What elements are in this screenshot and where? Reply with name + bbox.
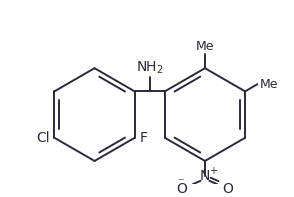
- Text: +: +: [209, 166, 217, 176]
- Text: O: O: [223, 182, 233, 196]
- Text: N: N: [200, 169, 210, 183]
- Text: Me: Me: [196, 40, 214, 53]
- Text: F: F: [139, 131, 147, 145]
- Text: O: O: [176, 182, 187, 196]
- Text: Me: Me: [260, 78, 278, 91]
- Text: ⁻: ⁻: [177, 177, 184, 190]
- Text: NH$_2$: NH$_2$: [136, 59, 163, 76]
- Text: Cl: Cl: [36, 131, 50, 145]
